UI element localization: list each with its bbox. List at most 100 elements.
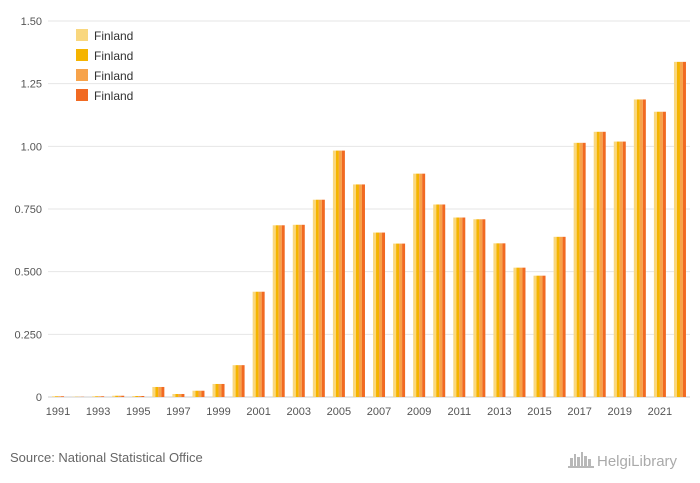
x-tick-label: 1997: [166, 406, 190, 418]
bar: [639, 99, 643, 397]
x-axis: 1991 1993 1995 1997 1999 2001 2003 2005 2007 2009…: [46, 406, 672, 418]
bar: [593, 131, 597, 397]
bar: [335, 150, 339, 397]
bar: [633, 99, 637, 397]
bar: [178, 393, 182, 397]
bar: [161, 386, 165, 397]
bar: [195, 390, 199, 397]
bar: [181, 393, 185, 397]
bar: [92, 396, 96, 397]
y-tick-label: 1.00: [21, 141, 42, 153]
bar: [361, 184, 365, 397]
legend-swatch: [76, 69, 88, 81]
legend-label: Finland: [94, 49, 133, 63]
legend-label: Finland: [94, 69, 133, 83]
bar: [422, 173, 426, 397]
logo-text: HelgiLibrary: [597, 453, 678, 470]
legend-label: Finland: [94, 29, 133, 43]
bar: [258, 291, 262, 397]
bar: [399, 243, 403, 397]
bar: [155, 386, 159, 397]
bar: [352, 184, 356, 397]
bar: [436, 204, 440, 397]
bar: [516, 267, 520, 397]
bar: [522, 267, 526, 397]
bar: [416, 173, 420, 397]
bar: [215, 383, 219, 397]
bar: [255, 291, 259, 397]
bar: [192, 390, 196, 397]
bar: [499, 243, 503, 397]
legend-swatch: [76, 49, 88, 61]
bar: [613, 141, 617, 397]
x-tick-label: 2001: [246, 406, 270, 418]
x-tick-label: 1991: [46, 406, 70, 418]
bar: [318, 199, 322, 397]
bar: [338, 150, 342, 397]
bar: [218, 383, 222, 397]
bar: [553, 236, 557, 397]
bar: [479, 219, 483, 397]
x-tick-label: 2007: [367, 406, 391, 418]
bar: [402, 243, 406, 397]
bar: [252, 291, 256, 397]
legend-label: Finland: [94, 89, 133, 103]
bar: [542, 275, 546, 397]
bar: [659, 111, 663, 397]
bar: [141, 395, 145, 397]
x-tick-label: 2021: [648, 406, 672, 418]
bar: [101, 396, 105, 397]
y-tick-label: 0.500: [14, 267, 42, 279]
bar: [198, 390, 202, 397]
bar: [201, 390, 205, 397]
bar: [682, 61, 686, 397]
footer: Source: National Statistical Office Helg…: [10, 450, 678, 470]
bar: [52, 396, 56, 397]
bar: [382, 232, 386, 397]
bar: [616, 141, 620, 397]
bar: [55, 396, 59, 397]
y-tick-label: 1.50: [21, 16, 42, 28]
bar: [582, 142, 586, 397]
bar: [379, 232, 383, 397]
bar: [232, 365, 236, 397]
bar: [358, 184, 362, 397]
bar: [321, 199, 325, 397]
bar: [221, 383, 225, 397]
bar: [312, 199, 316, 397]
x-tick-label: 2005: [327, 406, 351, 418]
bar: [556, 236, 560, 397]
bar: [152, 386, 156, 397]
bar: [679, 61, 683, 397]
bar: [138, 395, 142, 397]
bar: [278, 225, 282, 397]
bar: [439, 204, 443, 397]
gridlines: [48, 20, 690, 398]
bar: [98, 396, 102, 397]
bar: [453, 217, 457, 397]
bar: [175, 393, 179, 397]
x-tick-label: 1993: [86, 406, 110, 418]
bar: [619, 141, 623, 397]
legend: Finland Finland Finland Finland: [76, 29, 133, 103]
x-tick-label: 2011: [447, 406, 471, 418]
bar: [275, 225, 279, 397]
bar: [559, 236, 563, 397]
city-skyline-icon: [568, 452, 594, 468]
x-tick-label: 2013: [487, 406, 511, 418]
bar: [376, 232, 380, 397]
bar: [315, 199, 319, 397]
bar: [393, 243, 397, 397]
x-tick-label: 2017: [567, 406, 591, 418]
bar: [653, 111, 657, 397]
bar: [602, 131, 606, 397]
x-tick-label: 1995: [126, 406, 150, 418]
bar: [115, 395, 119, 397]
bar: [599, 131, 603, 397]
bar: [656, 111, 660, 397]
x-tick-label: 2009: [407, 406, 431, 418]
bar: [261, 291, 265, 397]
bar: [272, 225, 276, 397]
bar: [662, 111, 666, 397]
